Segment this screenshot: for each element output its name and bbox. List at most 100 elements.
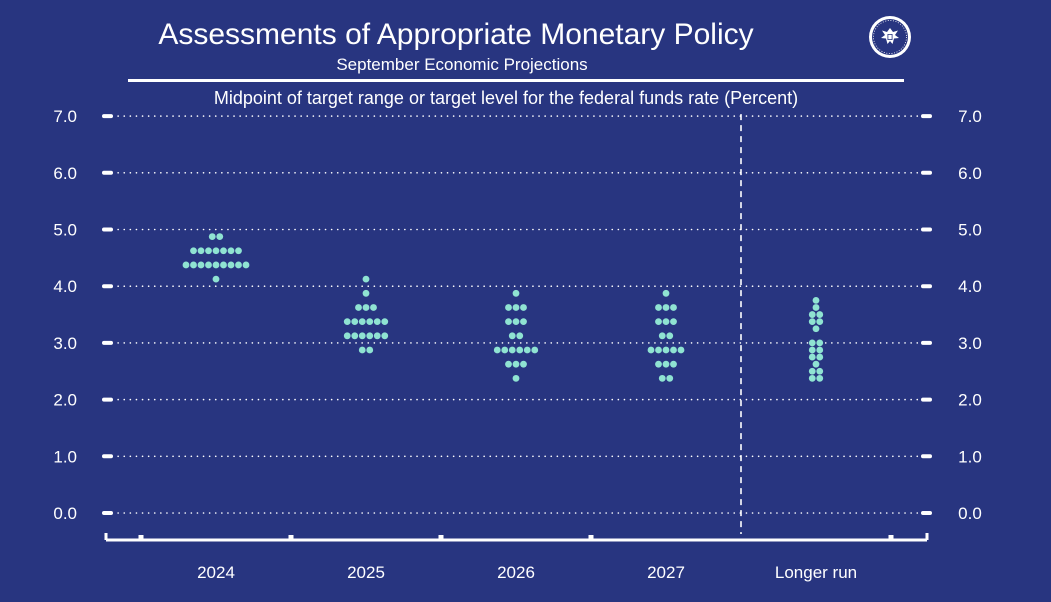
dot-2025 (362, 275, 370, 283)
dot-2027 (658, 332, 666, 340)
title-divider (128, 79, 904, 82)
dot-2027 (662, 346, 670, 354)
dot-2025 (366, 332, 374, 340)
dot-2024 (212, 261, 220, 269)
chart-title: Assessments of Appropriate Monetary Poli… (158, 18, 754, 51)
dot-2024 (227, 261, 235, 269)
y-tick-label-left: 1.0 (53, 447, 77, 466)
dot-2026 (523, 346, 531, 354)
dot-longer-run (808, 339, 816, 347)
dot-2025 (373, 318, 381, 326)
dot-2026 (505, 304, 512, 311)
federal-reserve-seal-icon (869, 16, 911, 58)
dot-2027 (670, 346, 677, 354)
dot-2026 (512, 374, 520, 382)
x-category-label: 2027 (647, 563, 685, 582)
x-category-label: 2026 (497, 563, 535, 582)
dot-2026 (508, 346, 516, 354)
dot-2027 (677, 346, 685, 354)
dot-2025 (373, 332, 381, 340)
dot-longer-run (816, 318, 824, 326)
y-tick-label-left: 4.0 (53, 277, 77, 296)
dot-2027 (670, 360, 677, 368)
dot-2026 (512, 360, 520, 368)
y-tick-label-right: 4.0 (958, 277, 982, 296)
y-tick-label-right: 5.0 (958, 221, 982, 240)
dot-2024 (227, 247, 235, 255)
y-tick-label-right: 0.0 (958, 504, 982, 523)
dot-2024 (212, 275, 220, 283)
x-axis-tick (588, 535, 594, 539)
dot-2026 (520, 318, 527, 326)
y-tick-label-left: 3.0 (53, 334, 77, 353)
dot-2024 (235, 247, 242, 255)
dot-longer-run (816, 346, 824, 354)
x-axis-tick (888, 535, 894, 539)
dot-2027 (670, 304, 677, 311)
x-category-label: Longer run (775, 563, 857, 582)
dot-longer-run (808, 353, 816, 361)
dot-2024 (205, 247, 212, 255)
dot-2027 (662, 360, 670, 368)
dot-2024 (220, 247, 227, 255)
dot-2027 (647, 346, 655, 354)
dot-2026 (512, 289, 520, 297)
dot-longer-run (808, 311, 816, 318)
dot-2025 (381, 332, 389, 340)
dot-2025 (362, 304, 370, 311)
x-category-label: 2025 (347, 563, 385, 582)
dot-2026 (508, 332, 516, 340)
dot-longer-run (808, 367, 816, 375)
dot-longer-run (816, 374, 824, 382)
dot-2027 (658, 374, 666, 382)
dot-2026 (505, 318, 512, 326)
dot-2025 (362, 289, 370, 297)
dot-2025 (366, 346, 374, 354)
dot-2027 (655, 346, 662, 354)
dot-2027 (666, 332, 674, 340)
dot-2026 (516, 332, 524, 340)
dot-2027 (655, 360, 662, 368)
x-axis-tick (138, 535, 144, 539)
dot-2026 (520, 360, 527, 368)
y-tick-label-left: 6.0 (53, 164, 77, 183)
dot-2025 (343, 332, 351, 340)
dot-longer-run (812, 296, 820, 304)
dot-longer-run (808, 346, 816, 354)
dot-longer-run (816, 367, 824, 375)
dot-longer-run (812, 360, 820, 368)
dot-2025 (358, 332, 366, 340)
dot-longer-run (816, 353, 824, 361)
y-tick-label-right: 7.0 (958, 107, 982, 126)
y-tick-label-right: 1.0 (958, 447, 982, 466)
dot-2027 (666, 374, 674, 382)
dot-2024 (220, 261, 227, 269)
x-axis-tick (438, 535, 444, 539)
dot-longer-run (816, 311, 824, 318)
dot-longer-run (808, 318, 816, 326)
dot-2024 (182, 261, 190, 269)
dot-2025 (358, 346, 366, 354)
dot-2026 (512, 304, 520, 311)
dot-2025 (358, 318, 366, 326)
dot-2025 (355, 304, 362, 311)
dot-2025 (343, 318, 351, 326)
dot-2026 (501, 346, 509, 354)
dot-2025 (370, 304, 377, 311)
dot-2024 (197, 261, 205, 269)
dot-longer-run (812, 325, 820, 333)
dot-2027 (662, 289, 670, 297)
dot-2024 (190, 247, 197, 255)
y-tick-label-left: 0.0 (53, 504, 77, 523)
x-category-label: 2024 (197, 563, 235, 582)
dot-2027 (662, 318, 670, 326)
y-tick-label-left: 2.0 (53, 391, 77, 410)
dot-2025 (381, 318, 389, 326)
dot-2026 (516, 346, 524, 354)
dot-2024 (216, 233, 224, 240)
dot-2025 (351, 332, 359, 340)
x-axis-tick (288, 535, 294, 539)
dot-longer-run (812, 304, 820, 311)
chart-subtitle: September Economic Projections (336, 55, 588, 74)
